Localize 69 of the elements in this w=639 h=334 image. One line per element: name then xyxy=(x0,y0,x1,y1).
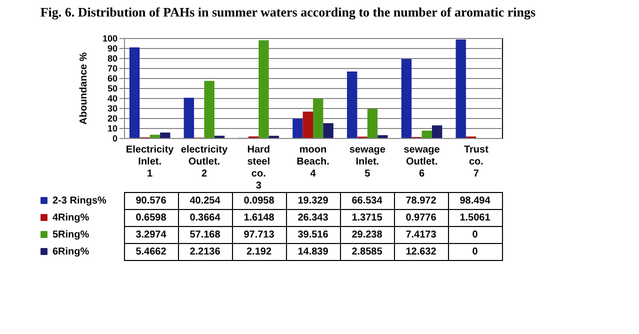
legend-label: 4Ring% xyxy=(52,212,90,224)
data-label: 0.0958 xyxy=(244,196,275,206)
bar xyxy=(292,118,303,138)
bar xyxy=(313,98,324,138)
data-label: 26.343 xyxy=(298,212,329,224)
bar xyxy=(367,108,378,138)
data-label: 39.516 xyxy=(298,230,329,240)
y-tick-label: 0 xyxy=(112,134,118,144)
y-tick-label: 50 xyxy=(107,84,118,94)
legend-label: 2-3 Rings% xyxy=(52,196,107,206)
data-label: 97.713 xyxy=(244,230,275,240)
y-tick-label: 40 xyxy=(107,94,118,104)
y-tick-label: 10 xyxy=(107,124,118,134)
data-label: 14.839 xyxy=(298,246,329,258)
data-label: 2.2136 xyxy=(190,246,221,258)
data-label: 7.4173 xyxy=(406,230,437,240)
bar xyxy=(401,59,412,138)
data-label: 0 xyxy=(472,246,478,258)
x-tick-label: electricity Outlet. 2 xyxy=(180,144,228,180)
y-tick-label: 60 xyxy=(107,74,118,84)
y-tick-label: 100 xyxy=(102,34,118,44)
data-label: 3.2974 xyxy=(136,230,167,240)
x-tick-label: moon Beach. 4 xyxy=(296,144,330,180)
data-label: 2.192 xyxy=(246,246,272,258)
data-label: 12.632 xyxy=(406,246,437,258)
bar xyxy=(346,71,358,138)
x-tick-label: sewage Outlet. 6 xyxy=(404,144,440,180)
bar xyxy=(378,135,388,138)
data-label: 2.8585 xyxy=(352,246,383,258)
x-tick-label: Hard steel co. 3 xyxy=(247,144,270,192)
data-label: 29.238 xyxy=(352,230,383,240)
data-label: 1.5061 xyxy=(460,212,491,224)
y-tick-label: 90 xyxy=(107,44,118,54)
data-label: 5.4662 xyxy=(136,246,167,258)
data-label: 57.168 xyxy=(190,230,221,240)
data-label: 0.3664 xyxy=(190,212,221,224)
data-label: 19.329 xyxy=(298,196,329,206)
y-tick-label: 30 xyxy=(107,104,118,114)
data-label: 90.576 xyxy=(136,196,167,206)
bar xyxy=(302,112,313,138)
bar xyxy=(129,47,140,138)
bar xyxy=(422,130,432,138)
y-tick-label: 20 xyxy=(107,114,118,124)
bar xyxy=(432,125,442,138)
data-label: 66.534 xyxy=(352,196,383,206)
legend-label: 6Ring% xyxy=(52,246,90,258)
bar xyxy=(258,40,269,138)
data-label: 78.972 xyxy=(406,196,437,206)
bar xyxy=(456,40,466,138)
bar xyxy=(204,80,214,138)
x-tick-label: Trust co. 7 xyxy=(464,144,490,180)
data-label: 0.6598 xyxy=(136,212,167,224)
data-label: 1.6148 xyxy=(244,212,275,224)
data-label: 40.254 xyxy=(190,196,221,206)
bar xyxy=(323,123,334,138)
x-tick-label: sewage Inlet. 5 xyxy=(349,144,386,180)
data-label: 0 xyxy=(472,230,478,240)
data-label: 98.494 xyxy=(460,196,491,206)
y-tick-label: 70 xyxy=(107,64,118,74)
bar xyxy=(184,98,194,138)
data-label: 1.3715 xyxy=(352,212,383,224)
data-label: 0.9776 xyxy=(406,212,437,224)
bar xyxy=(150,134,160,138)
y-axis-title: Aboundance % xyxy=(78,52,90,125)
x-tick-label: Electricity Inlet. 1 xyxy=(126,144,174,180)
y-tick-label: 80 xyxy=(107,54,118,64)
legend-label: 5Ring% xyxy=(52,230,90,240)
bar xyxy=(160,132,170,138)
chart-title: Fig. 6. Distribution of PAHs in summer waters according to the number of aromatic rings xyxy=(40,4,536,20)
